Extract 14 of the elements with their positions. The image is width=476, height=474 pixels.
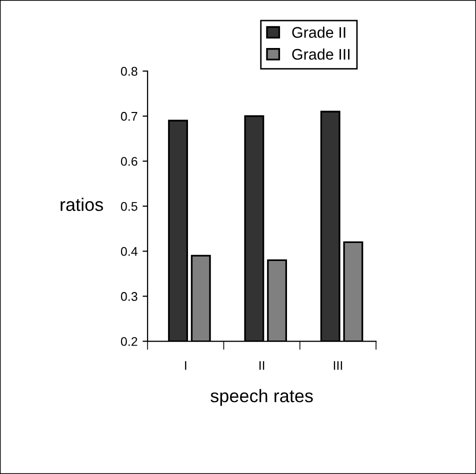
x-tick-label: III xyxy=(334,361,342,370)
y-tick-label: 0.7 xyxy=(120,112,138,121)
y-tick-label: 0.2 xyxy=(120,337,138,346)
legend-label: Grade II xyxy=(292,26,346,38)
x-axis-title: speech rates xyxy=(210,389,313,406)
y-axis-title: ratios xyxy=(60,198,103,212)
y-tick-label: 0.8 xyxy=(120,66,138,76)
y-tick-label: 0.4 xyxy=(120,247,138,256)
x-tick-label: I xyxy=(185,361,186,370)
legend-label: Grade III xyxy=(292,48,350,60)
y-tick-label: 0.6 xyxy=(120,156,138,166)
x-tick-label: II xyxy=(259,361,264,370)
y-tick-label: 0.3 xyxy=(120,292,138,301)
y-tick-label: 0.5 xyxy=(120,202,138,211)
